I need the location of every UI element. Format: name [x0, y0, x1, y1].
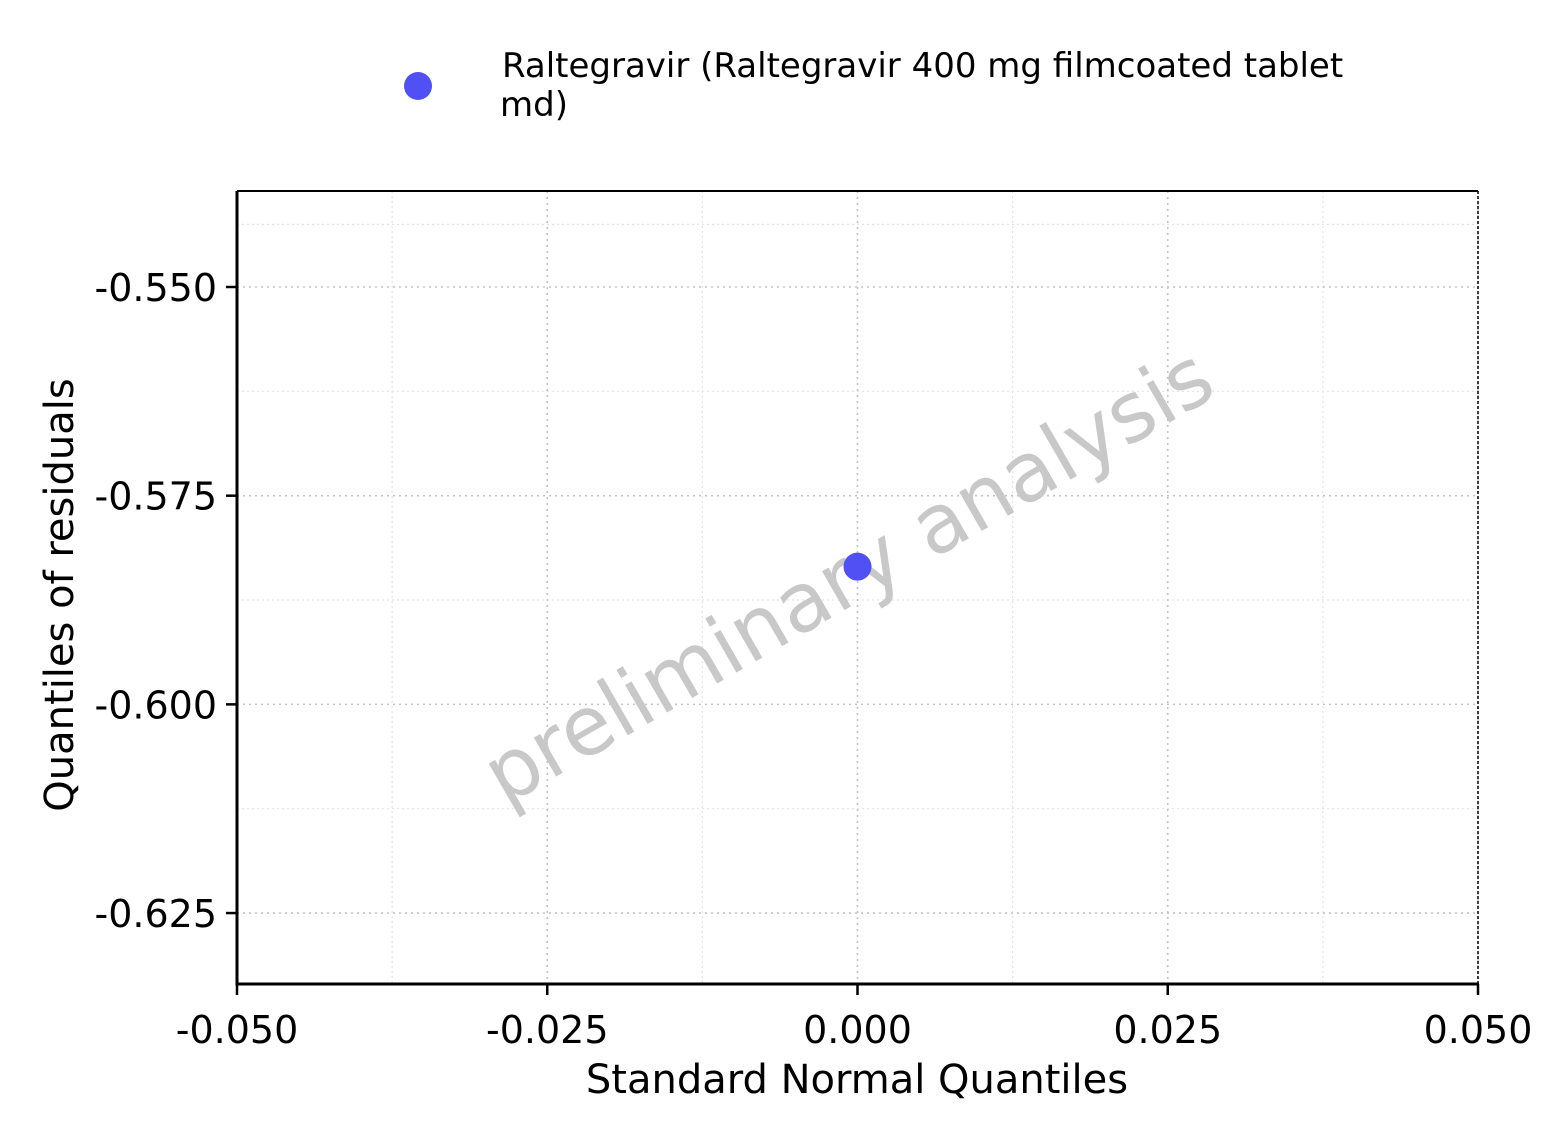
- data-point: [843, 552, 872, 581]
- y-tick-label: -0.550: [95, 266, 218, 310]
- legend-label-line1: Raltegravir (Raltegravir 400 mg filmcoat…: [502, 46, 1343, 86]
- x-tick-label: -0.025: [486, 1008, 609, 1052]
- legend-label-line2: md): [500, 85, 568, 125]
- y-tick-label: -0.600: [95, 683, 218, 727]
- axis-ticks: -0.050 -0.025 0.000 0.025 0.050 -0.550 -0.575 -…: [95, 266, 1533, 1052]
- x-tick-label: 0.025: [1113, 1008, 1222, 1052]
- y-tick-label: -0.625: [95, 892, 218, 936]
- legend-marker: [404, 72, 432, 100]
- x-tick-label: 0.050: [1424, 1008, 1533, 1052]
- x-tick-label: 0.000: [803, 1008, 912, 1052]
- y-tick-label: -0.575: [95, 475, 218, 519]
- data-points: [843, 552, 872, 581]
- y-axis-title: Quantiles of residuals: [37, 378, 83, 811]
- x-tick-label: -0.050: [176, 1008, 299, 1052]
- x-axis-title: Standard Normal Quantiles: [586, 1057, 1128, 1103]
- legend: Raltegravir (Raltegravir 400 mg filmcoat…: [404, 46, 1343, 125]
